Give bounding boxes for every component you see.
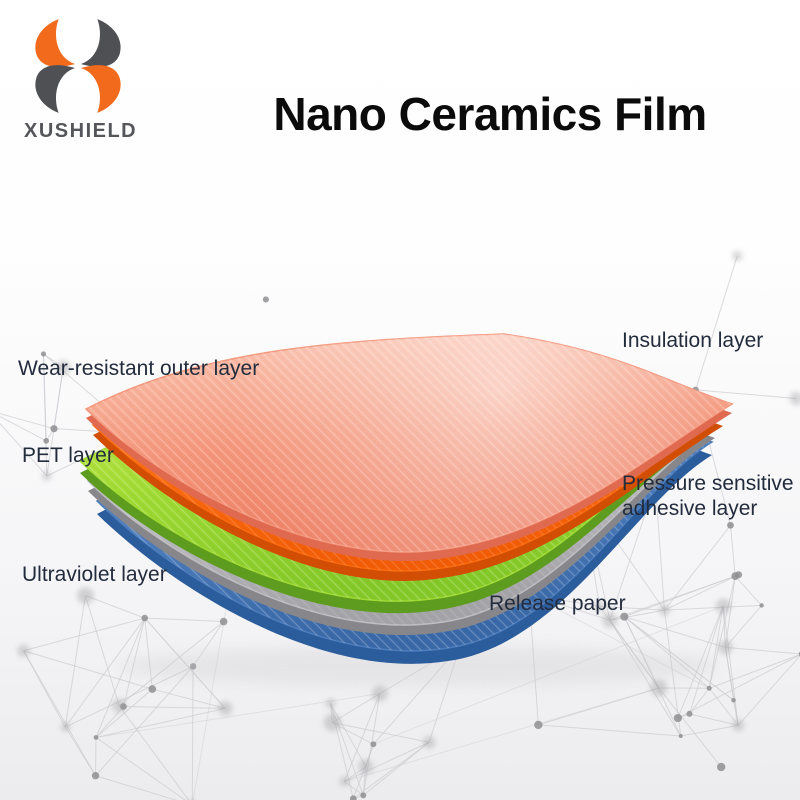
brand-name: XUSHIELD [24,120,138,142]
top-film-highlight [86,334,732,553]
film-sheets [78,333,734,664]
label-ultraviolet-layer: Ultraviolet layer [22,563,167,586]
label-wear-resistant-layer: Wear-resistant outer layer [18,357,260,380]
label-release-paper: Release paper [489,592,626,615]
logo: XUSHIELD [22,16,142,143]
page-title: Nano Ceramics Film [273,87,707,140]
stack-shadow [120,646,720,686]
logo-mark-icon [35,19,121,113]
label-adhesive-layer: Pressure sensitive adhesive layer [622,472,794,521]
label-pet-layer: PET layer [22,444,114,467]
label-insulation-layer: Insulation layer [622,329,764,352]
